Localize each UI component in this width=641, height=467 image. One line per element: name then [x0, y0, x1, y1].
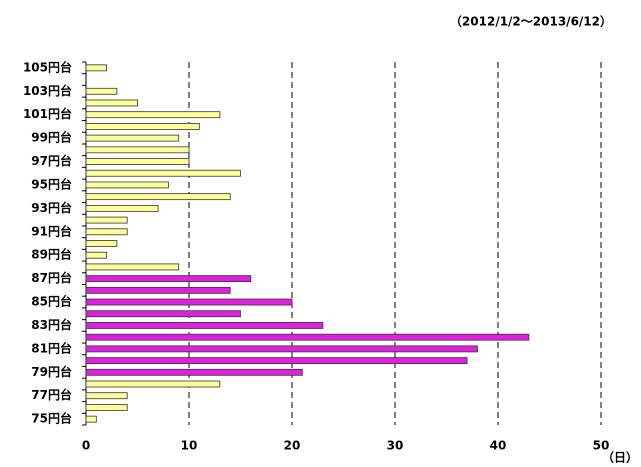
bar — [85, 392, 128, 400]
subtitle: （2012/1/2～2013/6/12） — [450, 14, 612, 29]
bar — [85, 87, 118, 95]
bar — [85, 368, 303, 376]
x-tick-label: 10 — [181, 439, 198, 453]
x-tick-label: 30 — [387, 439, 404, 453]
bar — [85, 275, 252, 283]
x-tick-label: 20 — [284, 439, 301, 453]
y-tick-label: 79円台 — [31, 364, 72, 379]
bar — [85, 111, 221, 119]
y-tick-label: 95円台 — [31, 176, 72, 191]
y-tick-label: 93円台 — [31, 200, 72, 215]
y-tick-label: 105円台 — [23, 59, 72, 74]
bar — [85, 298, 293, 306]
bar — [85, 310, 241, 318]
bar — [85, 134, 180, 142]
bar — [85, 322, 324, 329]
bar — [85, 345, 478, 353]
bar — [85, 181, 169, 189]
bar — [85, 333, 530, 341]
x-tick-label: 50 — [593, 439, 610, 453]
bar — [85, 146, 190, 154]
bar — [85, 404, 128, 411]
y-tick-label: 91円台 — [31, 223, 72, 238]
x-tick-label: 40 — [490, 439, 507, 453]
y-tick-label: 83円台 — [31, 317, 72, 332]
bar — [85, 99, 138, 107]
x-axis-label: （日） — [602, 450, 638, 465]
bar — [85, 263, 180, 271]
y-tick-label: 75円台 — [31, 411, 72, 426]
y-tick-label: 81円台 — [31, 340, 72, 355]
bar — [85, 169, 241, 177]
y-tick-label: 103円台 — [23, 83, 72, 98]
bar — [85, 415, 97, 423]
y-tick-label: 77円台 — [31, 387, 72, 402]
bar — [85, 251, 108, 259]
bar — [85, 193, 231, 201]
x-tick-label: 0 — [82, 439, 90, 453]
bar — [85, 64, 108, 72]
y-tick-label: 89円台 — [31, 247, 72, 262]
y-tick-label: 85円台 — [31, 294, 72, 309]
y-tick-label: 101円台 — [23, 106, 72, 121]
bar — [85, 240, 118, 247]
y-tick-label: 99円台 — [31, 130, 72, 145]
bar — [85, 216, 128, 224]
y-tick-label: 97円台 — [31, 153, 72, 168]
y-tick-label: 87円台 — [31, 270, 72, 285]
bar — [85, 204, 159, 212]
bar — [85, 380, 221, 388]
bar — [85, 158, 190, 165]
bar — [85, 286, 231, 294]
bar — [85, 357, 468, 364]
bar — [85, 123, 200, 130]
bar — [85, 228, 128, 236]
